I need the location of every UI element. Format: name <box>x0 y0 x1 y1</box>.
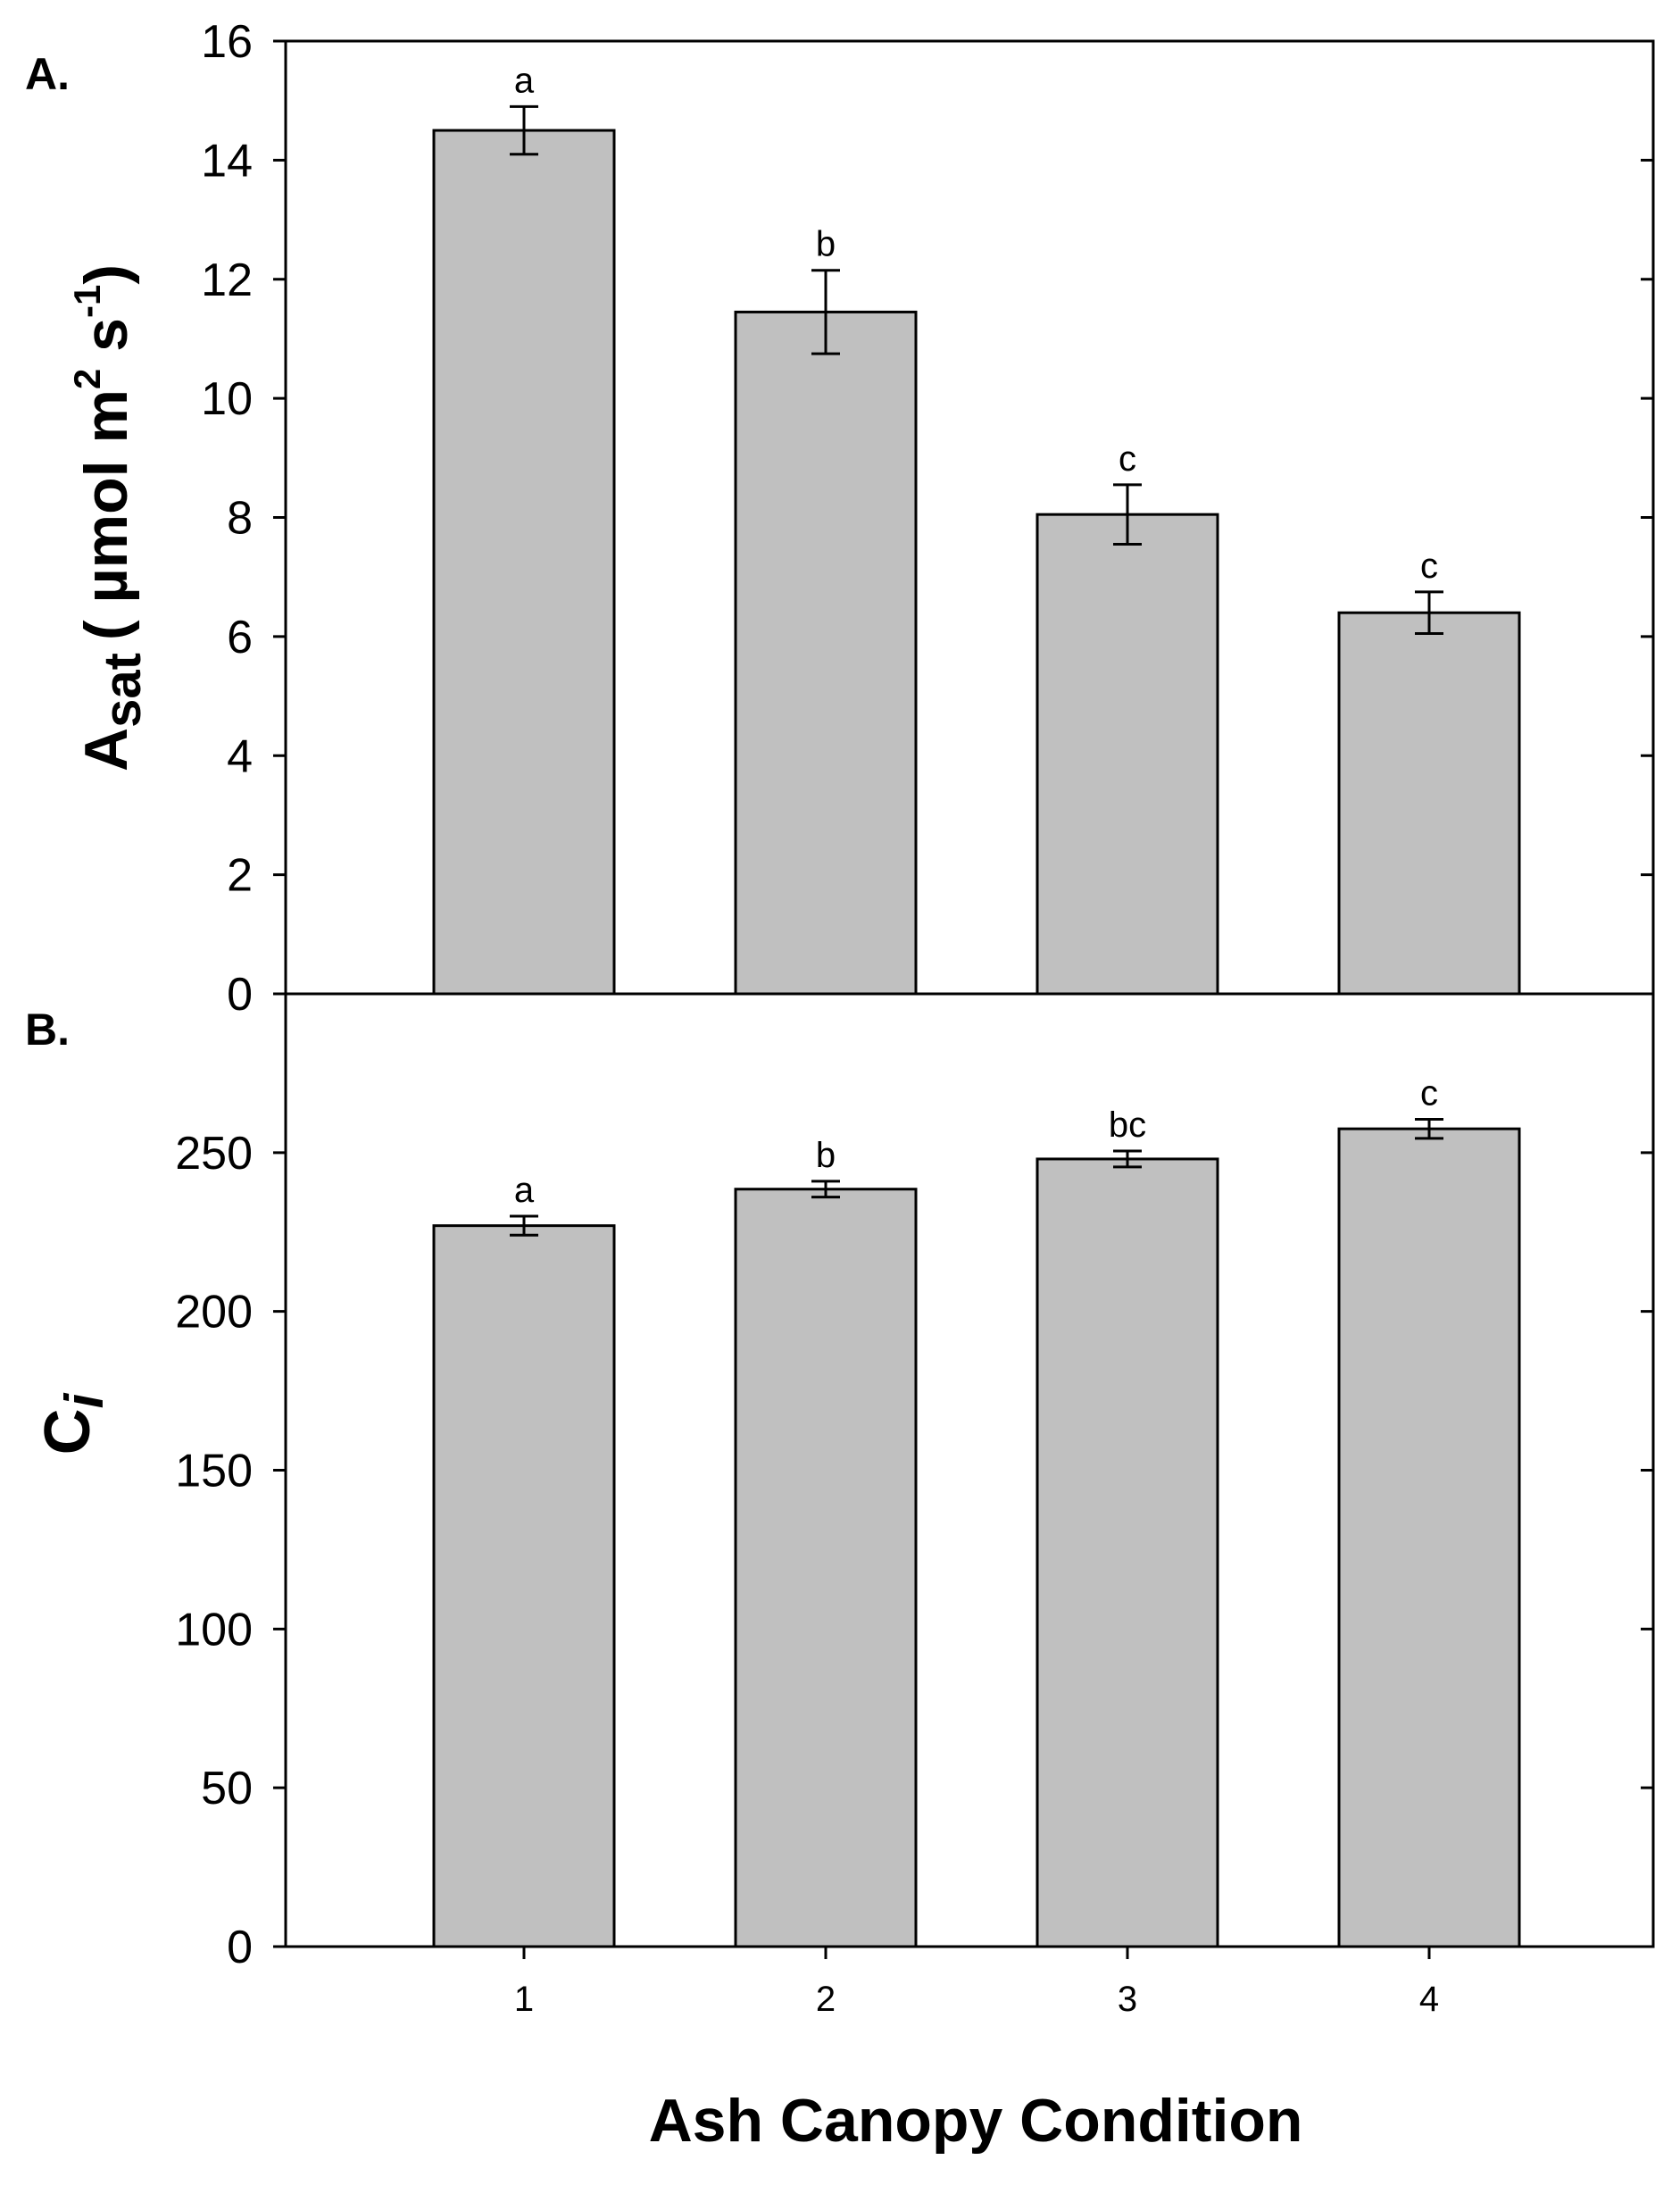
panel-b: a b bc c 0 50 100 150 200 250 B. Ci <box>25 992 1655 1973</box>
x-tick-label-4: 4 <box>1419 1980 1439 2019</box>
panel-a-ytick-label: 12 <box>201 254 253 306</box>
x-tick-label-1: 1 <box>514 1980 534 2019</box>
panel-b-ytick-label: 0 <box>227 1922 253 1973</box>
panel-b-bar-2 <box>734 1188 918 1948</box>
panel-b-ytick-label: 50 <box>201 1763 253 1814</box>
panel-b-significance-3: bc <box>1109 1105 1146 1145</box>
panel-a-significance-3: c <box>1119 439 1136 479</box>
panel-a-bar-2 <box>734 310 918 996</box>
panel-a-bars: a b c c <box>432 61 1521 996</box>
ci-sub: i <box>54 1392 114 1408</box>
panel-a-error-bar-4 <box>1415 590 1443 636</box>
panel-b-ytick-label: 200 <box>175 1287 253 1339</box>
panel-a-ytick-label: 14 <box>201 135 253 187</box>
panel-a-ticks: 0 2 4 6 8 10 12 14 16 <box>201 16 1653 1021</box>
panel-a-ytick-label: 8 <box>227 493 253 545</box>
panel-b-error-bar-2 <box>811 1180 840 1199</box>
panel-b-error-bar-1 <box>510 1214 538 1237</box>
x-tick-label-3: 3 <box>1118 1980 1137 2019</box>
panel-a-ytick-label: 6 <box>227 612 253 663</box>
panel-b-error-bar-3 <box>1113 1149 1142 1169</box>
panel-a-ytick-label: 2 <box>227 850 253 902</box>
panel-a-significance-4: c <box>1420 546 1438 586</box>
panel-b-y-axis-title: Ci <box>32 1392 114 1455</box>
panel-b-significance-2: b <box>816 1136 836 1175</box>
panel-a-ytick-label: 4 <box>227 730 253 782</box>
x-axis-categories: 1 2 3 4 <box>514 1947 1439 2019</box>
panel-a-label: A. <box>25 49 70 99</box>
panel-b-bar-3 <box>1035 1157 1219 1948</box>
panel-b-ytick-label: 100 <box>175 1604 253 1655</box>
panel-a-error-bar-3 <box>1113 483 1142 546</box>
panel-a-ytick-label: 0 <box>227 969 253 1021</box>
panel-a-ytick-label: 10 <box>201 373 253 425</box>
panel-a-bar-1 <box>432 129 616 996</box>
panel-a-significance-2: b <box>816 225 836 264</box>
panel-a-bar-4 <box>1337 611 1521 996</box>
panel-a-y-axis-title: Asat ( µmol m2 s-1) <box>66 264 152 771</box>
panel-b-bars: a b bc c <box>432 1073 1521 1948</box>
ci-main: C <box>32 1408 104 1455</box>
asat-sup-2: -1 <box>66 285 108 318</box>
panel-b-bar-1 <box>432 1224 616 1948</box>
asat-unit-mid: s <box>72 318 140 369</box>
panel-b-label: B. <box>25 1005 70 1055</box>
panel-a-ytick-label: 16 <box>201 16 253 68</box>
panel-b-significance-4: c <box>1420 1073 1438 1113</box>
panel-a-bar-3 <box>1035 513 1219 996</box>
asat-main: A <box>72 728 140 771</box>
panel-a-significance-1: a <box>514 61 535 100</box>
panel-b-ytick-label: 250 <box>175 1128 253 1180</box>
panel-b-ytick-label: 150 <box>175 1446 253 1497</box>
panel-b-bar-4 <box>1337 1127 1521 1948</box>
asat-unit-open: ( µmol m <box>72 389 140 640</box>
panel-b-error-bar-4 <box>1415 1117 1443 1140</box>
panel-b-ticks: 0 50 100 150 200 250 <box>175 1128 1653 1973</box>
asat-sup-1: 2 <box>66 369 108 389</box>
panel-a-error-bar-2 <box>811 269 840 355</box>
asat-sub: sat <box>94 653 152 728</box>
x-axis-title: Ash Canopy Condition <box>649 2087 1303 2155</box>
x-tick-label-2: 2 <box>816 1980 836 2019</box>
panel-a-error-bar-1 <box>510 104 538 156</box>
asat-unit-close: ) <box>72 264 140 285</box>
panel-b-significance-1: a <box>514 1171 535 1210</box>
